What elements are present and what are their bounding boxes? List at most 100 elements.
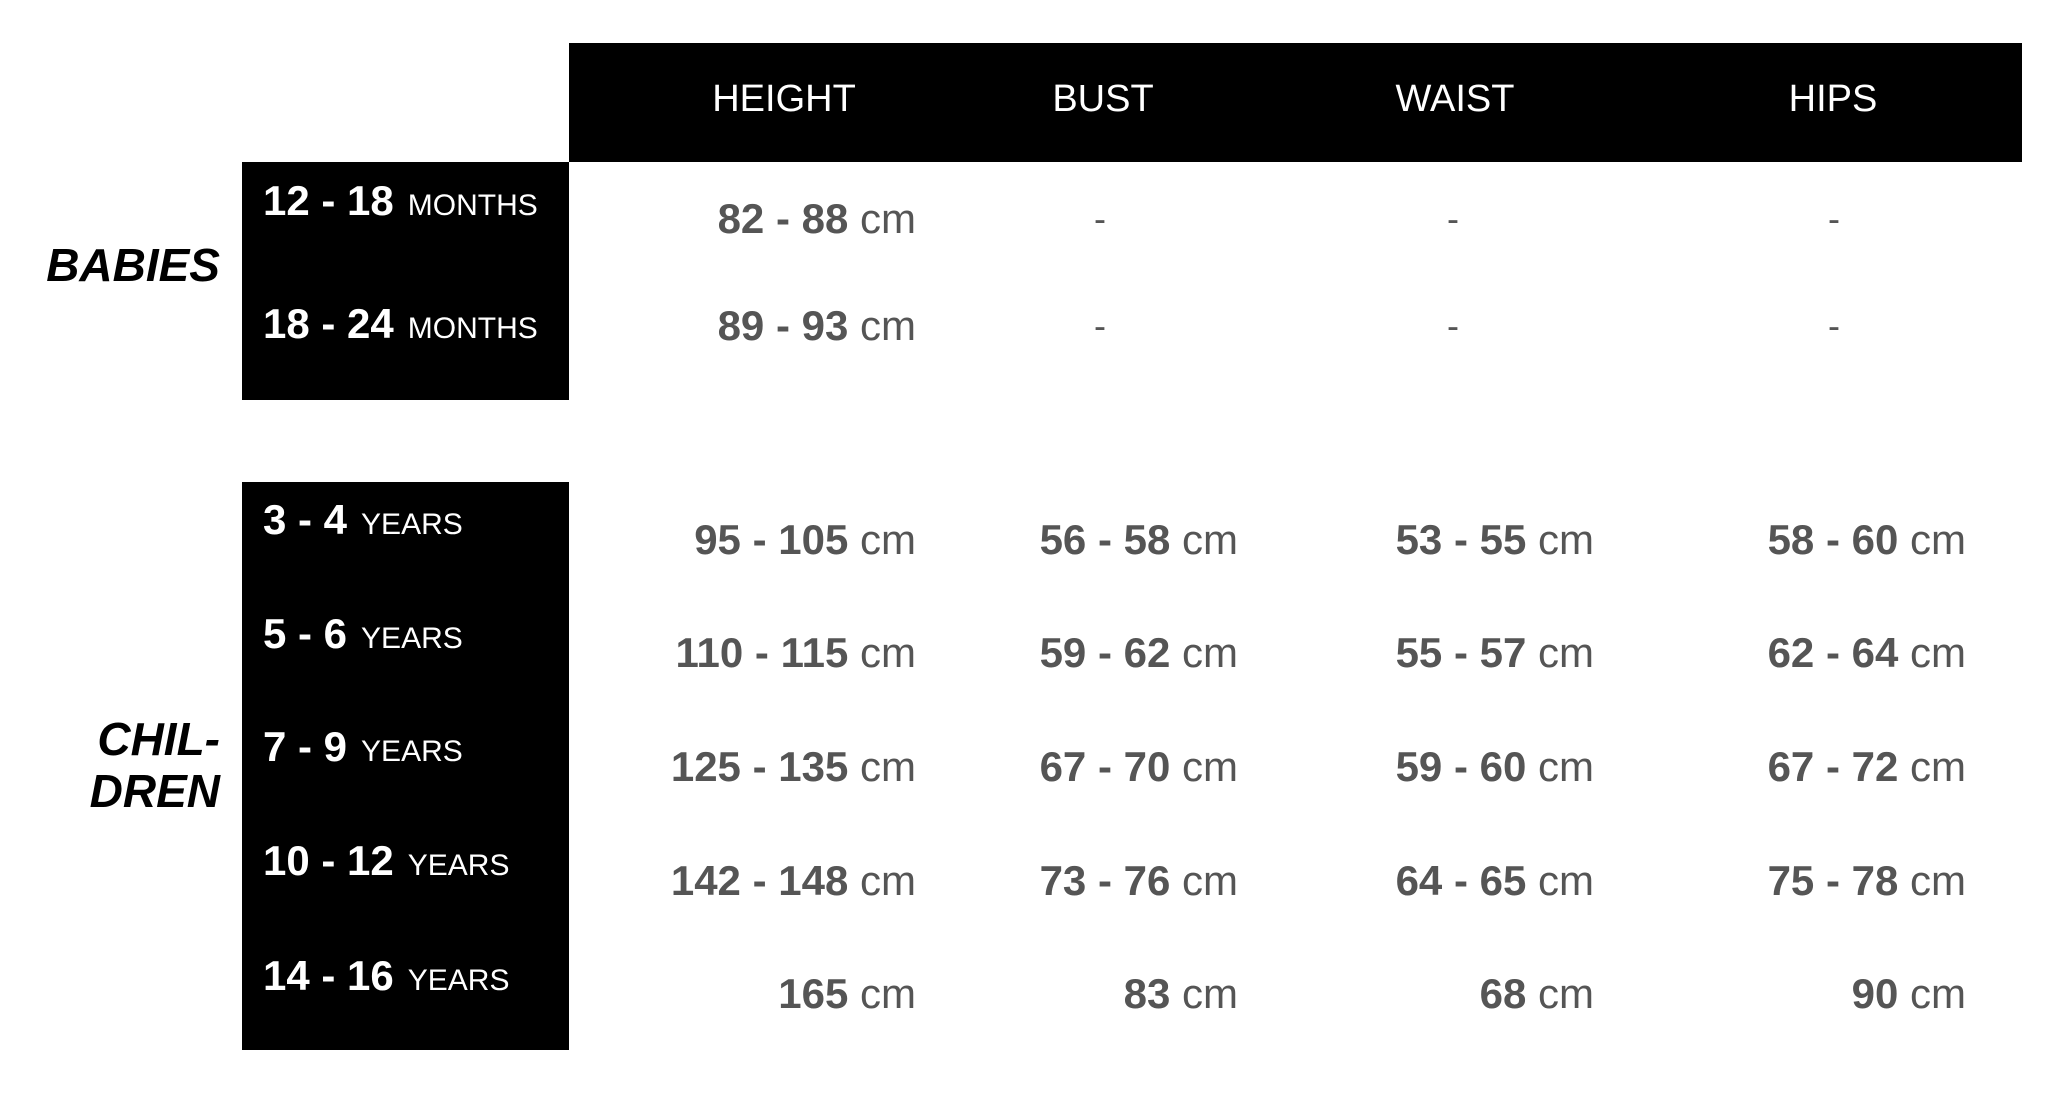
age-unit: MONTHS [407, 312, 538, 345]
value-bust: 56 - 58 cm [1040, 516, 1238, 564]
value-number: 56 - 58 [1039, 516, 1171, 563]
header-hips: HIPS [1788, 78, 1878, 120]
value-bust: 67 - 70 cm [1040, 743, 1238, 791]
value-number: 58 - 60 [1767, 516, 1899, 563]
value-number: 73 - 76 [1039, 857, 1171, 904]
row-label: 7 - 9 YEARS [263, 723, 463, 771]
value-height: 142 - 148 cm [671, 857, 916, 905]
value-height: 125 - 135 cm [671, 743, 916, 791]
value-unit: cm [1538, 743, 1594, 790]
age-unit: YEARS [407, 964, 510, 997]
age-range: 14 - 16 [263, 952, 394, 999]
value-number: 55 - 57 [1395, 629, 1527, 676]
value-unit: cm [860, 743, 916, 790]
group-label-children: CHIL- DREN [20, 713, 220, 817]
value-bust: 59 - 62 cm [1040, 629, 1238, 677]
babies-label-box [242, 162, 569, 400]
age-unit: YEARS [361, 735, 463, 768]
row-label: 3 - 4 YEARS [263, 496, 463, 544]
value-bust: 73 - 76 cm [1040, 857, 1238, 905]
value-unit: cm [1910, 857, 1966, 904]
value-bust: - [1094, 198, 1106, 239]
header-waist: WAIST [1395, 78, 1515, 120]
value-unit: cm [1182, 857, 1238, 904]
value-number: 75 - 78 [1767, 857, 1899, 904]
value-waist: 55 - 57 cm [1396, 629, 1594, 677]
value-waist: 59 - 60 cm [1396, 743, 1594, 791]
value-unit: cm [860, 516, 916, 563]
header-bust: BUST [1052, 78, 1154, 120]
value-number: 82 - 88 [717, 195, 849, 242]
value-number: 68 [1479, 970, 1527, 1017]
value-unit: cm [1538, 516, 1594, 563]
value-number: 83 [1123, 970, 1171, 1017]
value-unit: cm [1538, 857, 1594, 904]
age-range: 3 - 4 [263, 496, 348, 543]
value-number: 95 - 105 [694, 516, 849, 563]
header-height: HEIGHT [712, 78, 856, 120]
value-waist: - [1447, 198, 1459, 239]
children-line2: DREN [89, 765, 220, 817]
value-unit: cm [1538, 970, 1594, 1017]
value-unit: cm [1182, 970, 1238, 1017]
value-height: 82 - 88 cm [718, 195, 916, 243]
value-number: 142 - 148 [670, 857, 849, 904]
value-unit: cm [1182, 743, 1238, 790]
value-number: 110 - 115 [675, 629, 849, 676]
age-range: 7 - 9 [263, 723, 348, 770]
value-number: 67 - 70 [1039, 743, 1171, 790]
value-unit: cm [1538, 629, 1594, 676]
value-hips: 67 - 72 cm [1768, 743, 1966, 791]
value-number: 90 [1851, 970, 1899, 1017]
row-label: 5 - 6 YEARS [263, 610, 463, 658]
value-number: 64 - 65 [1395, 857, 1527, 904]
value-unit: cm [1182, 629, 1238, 676]
value-hips: 58 - 60 cm [1768, 516, 1966, 564]
age-range: 12 - 18 [263, 177, 394, 224]
age-unit: YEARS [361, 508, 463, 541]
value-hips: 75 - 78 cm [1768, 857, 1966, 905]
row-label: 12 - 18 MONTHS [263, 177, 538, 225]
value-waist: 64 - 65 cm [1396, 857, 1594, 905]
children-label-box [242, 482, 569, 1050]
value-hips: 90 cm [1852, 970, 1966, 1018]
value-waist: - [1447, 305, 1459, 346]
value-hips: 62 - 64 cm [1768, 629, 1966, 677]
value-unit: cm [1910, 970, 1966, 1017]
value-height: 95 - 105 cm [694, 516, 916, 564]
age-unit: MONTHS [407, 189, 538, 222]
value-waist: 68 cm [1480, 970, 1594, 1018]
value-number: 89 - 93 [717, 302, 849, 349]
value-unit: cm [860, 302, 916, 349]
value-waist: 53 - 55 cm [1396, 516, 1594, 564]
value-hips: - [1828, 198, 1840, 239]
age-range: 18 - 24 [263, 300, 394, 347]
value-number: 53 - 55 [1395, 516, 1527, 563]
value-number: 165 [778, 970, 849, 1017]
group-label-babies: BABIES [46, 239, 220, 291]
value-number: 62 - 64 [1767, 629, 1899, 676]
value-number: 59 - 62 [1039, 629, 1171, 676]
row-label: 14 - 16 YEARS [263, 952, 509, 1000]
value-unit: cm [860, 629, 916, 676]
value-unit: cm [860, 970, 916, 1017]
value-bust: 83 cm [1124, 970, 1238, 1018]
value-unit: cm [860, 857, 916, 904]
value-unit: cm [1910, 743, 1966, 790]
age-unit: YEARS [361, 622, 463, 655]
value-number: 59 - 60 [1395, 743, 1527, 790]
value-number: 125 - 135 [670, 743, 849, 790]
value-unit: cm [860, 195, 916, 242]
value-unit: cm [1182, 516, 1238, 563]
value-height: 165 cm [778, 970, 916, 1018]
value-bust: - [1094, 305, 1106, 346]
value-unit: cm [1910, 629, 1966, 676]
row-label: 18 - 24 MONTHS [263, 300, 538, 348]
value-height: 89 - 93 cm [718, 302, 916, 350]
age-range: 5 - 6 [263, 610, 348, 657]
age-range: 10 - 12 [263, 837, 394, 884]
row-label: 10 - 12 YEARS [263, 837, 509, 885]
value-number: 67 - 72 [1767, 743, 1899, 790]
value-height: 110 - 115 cm [675, 629, 916, 677]
value-unit: cm [1910, 516, 1966, 563]
